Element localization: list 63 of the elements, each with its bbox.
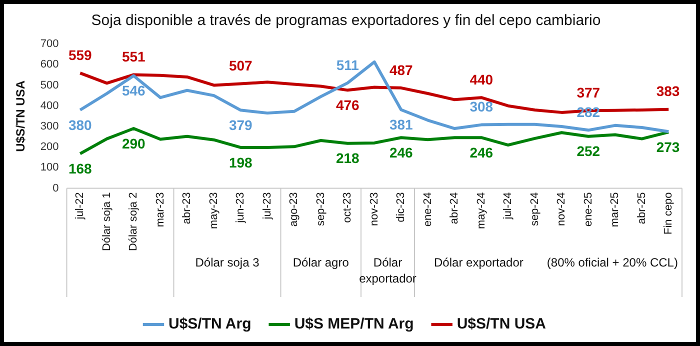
x-tick-label: Dólar soja 1 [100, 192, 113, 252]
data-label: 381 [389, 116, 414, 133]
data-label: 246 [470, 144, 494, 160]
x-tick-label: may-23 [208, 192, 220, 229]
y-tick-label: 200 [40, 141, 59, 154]
x-tick-label: abr-25 [636, 192, 648, 224]
data-label: 507 [228, 58, 253, 74]
text: Dólar exportador [359, 255, 416, 286]
data-label: 246 [389, 144, 414, 160]
x-tick-label: may-24 [475, 192, 488, 229]
data-label: 383 [656, 83, 680, 100]
data-label: 379 [228, 117, 253, 134]
x-tick-label: Dólar soja 2 [128, 192, 140, 252]
data-label: 487 [389, 62, 414, 78]
data-label: 273 [656, 138, 680, 155]
legend-label: U$S/TN Arg [168, 316, 252, 333]
data-label: 218 [336, 150, 360, 166]
text: Dólar soja 3 [195, 255, 260, 270]
x-tick-label: mar-23 [154, 192, 166, 228]
x-tick-label: oct-23 [342, 192, 354, 223]
data-label: 380 [68, 116, 92, 133]
x-tick-label: jul-24 [502, 192, 514, 220]
y-tick-label: 500 [40, 79, 59, 92]
x-tick-label: ene-24 [422, 192, 434, 227]
legend-label: U$S/TN USA [456, 316, 546, 333]
chart-title: Soja disponible a través de programas exportadores y fin del cepo cambiario [91, 12, 601, 30]
data-label: 168 [68, 160, 92, 177]
text: Dólar agro [292, 255, 350, 270]
x-tick-label: abr-23 [181, 192, 194, 224]
x-tick-label: nov-24 [556, 192, 568, 226]
text: (80% oficial + 20% CCL) [546, 255, 678, 270]
data-label: 551 [122, 48, 146, 65]
x-tick-label: sep-23 [314, 192, 327, 226]
x-tick-label: ago-23 [288, 192, 300, 227]
x-tick-label: nov-23 [368, 192, 380, 226]
x-tick-label: Fin cepo [662, 192, 675, 235]
data-label: 546 [122, 82, 146, 99]
data-label: 511 [336, 56, 360, 73]
y-tick-label: 600 [40, 58, 59, 71]
x-tick-label: jul-23 [261, 192, 274, 220]
data-label: 198 [228, 154, 253, 170]
y-tick-label: 700 [40, 38, 59, 50]
data-label: 290 [122, 135, 146, 152]
data-label: 440 [470, 71, 494, 88]
y-axis-title: U$S/TN USA [14, 80, 28, 152]
x-tick-label: sep-24 [528, 192, 541, 226]
x-tick-label: jun-23 [234, 192, 247, 224]
text: Dólar exportador [434, 255, 524, 270]
data-label: 476 [336, 97, 360, 114]
x-tick-label: ene-25 [582, 192, 594, 227]
x-tick-label: abr-24 [448, 192, 461, 224]
x-tick-label: mar-25 [609, 192, 622, 228]
data-label: 559 [68, 46, 92, 63]
y-tick-label: 300 [40, 120, 59, 132]
data-label: 308 [470, 98, 494, 115]
x-tick-label: dic-23 [395, 192, 408, 222]
y-tick-label: 400 [40, 100, 59, 112]
y-tick-label: 0 [52, 182, 59, 194]
data-label: 377 [576, 84, 600, 100]
x-tick-label: jul-22 [74, 192, 86, 220]
y-tick-label: 100 [40, 162, 59, 174]
data-label: 252 [576, 143, 600, 160]
legend-label: U$S MEP/TN Arg [294, 316, 414, 333]
